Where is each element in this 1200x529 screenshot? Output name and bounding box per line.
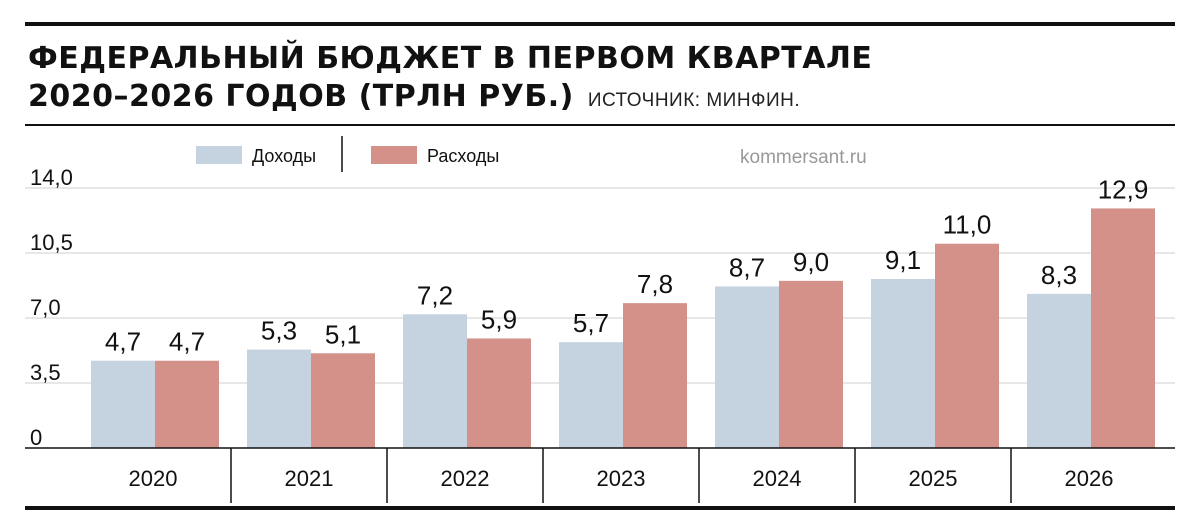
y-tick-label: 10,5 <box>30 230 73 255</box>
top-rule <box>25 22 1175 26</box>
bar-income-2026 <box>1027 293 1091 448</box>
bar-expense-2024 <box>779 280 843 448</box>
value-label: 7,8 <box>637 269 673 299</box>
x-tick-label: 2026 <box>1065 466 1114 491</box>
title-line-2: 2020–2026 ГОДОВ (ТРЛН РУБ.) ИСТОЧНИК: МИН… <box>28 78 872 120</box>
title-line-1: ФЕДЕРАЛЬНЫЙ БЮДЖЕТ В ПЕРВОМ КВАРТАЛЕ <box>28 41 873 76</box>
value-label: 9,1 <box>885 245 921 275</box>
x-tick-label: 2025 <box>909 466 958 491</box>
value-label: 4,7 <box>105 327 141 357</box>
y-axis: 0 3,5 7,0 10,5 14,0 <box>30 165 73 450</box>
bar-income-2021 <box>247 349 311 448</box>
bars-layer <box>91 208 1155 448</box>
header-rule <box>25 124 1175 126</box>
value-label: 5,9 <box>481 304 517 334</box>
value-label: 4,7 <box>169 327 205 357</box>
value-label: 9,0 <box>793 247 829 277</box>
y-tick-label: 0 <box>30 425 42 450</box>
x-tick-label: 2020 <box>129 466 178 491</box>
bar-income-2023 <box>559 342 623 448</box>
legend-label-expense: Расходы <box>427 146 499 166</box>
x-tick-label: 2021 <box>285 466 334 491</box>
x-axis: 2020 2021 2022 2023 2024 2025 2026 <box>25 447 1175 503</box>
bar-income-2022 <box>403 314 467 448</box>
bar-income-2020 <box>91 360 155 448</box>
bar-expense-2023 <box>623 303 687 448</box>
source-note: ИСТОЧНИК: МИНФИН. <box>587 90 801 111</box>
bar-expense-2020 <box>155 360 219 448</box>
legend-label-income: Доходы <box>252 146 316 166</box>
y-tick-label: 3,5 <box>30 360 61 385</box>
title-line-2-text: 2020–2026 ГОДОВ (ТРЛН РУБ.) <box>28 79 574 114</box>
value-label: 8,3 <box>1041 260 1077 290</box>
legend-swatch-expense <box>371 146 417 164</box>
value-label: 8,7 <box>729 252 765 282</box>
bottom-rule <box>25 506 1175 510</box>
chart-title: ФЕДЕРАЛЬНЫЙ БЮДЖЕТ В ПЕРВОМ КВАРТАЛЕ 202… <box>28 40 872 120</box>
bar-expense-2021 <box>311 353 375 448</box>
value-label: 5,1 <box>325 319 361 349</box>
watermark: kommersant.ru <box>740 147 867 168</box>
legend: Доходы Расходы <box>196 136 499 172</box>
bar-expense-2025 <box>935 243 999 448</box>
value-label: 7,2 <box>417 280 453 310</box>
bar-income-2024 <box>715 286 779 448</box>
x-tick-label: 2022 <box>441 466 490 491</box>
bar-expense-2022 <box>467 338 531 448</box>
value-label: 11,0 <box>943 210 992 240</box>
bar-expense-2026 <box>1091 208 1155 448</box>
y-tick-label: 14,0 <box>30 165 73 190</box>
value-label: 5,3 <box>261 316 297 346</box>
bar-income-2025 <box>871 279 935 448</box>
value-labels: 4,7 4,7 5,3 5,1 7,2 5,9 5,7 7,8 8,7 9,0 9,1 11,0 8,3… <box>105 174 1148 356</box>
x-tick-label: 2024 <box>753 466 802 491</box>
value-label: 12,9 <box>1098 174 1149 204</box>
x-tick-label: 2023 <box>597 466 646 491</box>
legend-swatch-income <box>196 146 242 164</box>
value-label: 5,7 <box>573 308 609 338</box>
y-tick-label: 7,0 <box>30 295 61 320</box>
